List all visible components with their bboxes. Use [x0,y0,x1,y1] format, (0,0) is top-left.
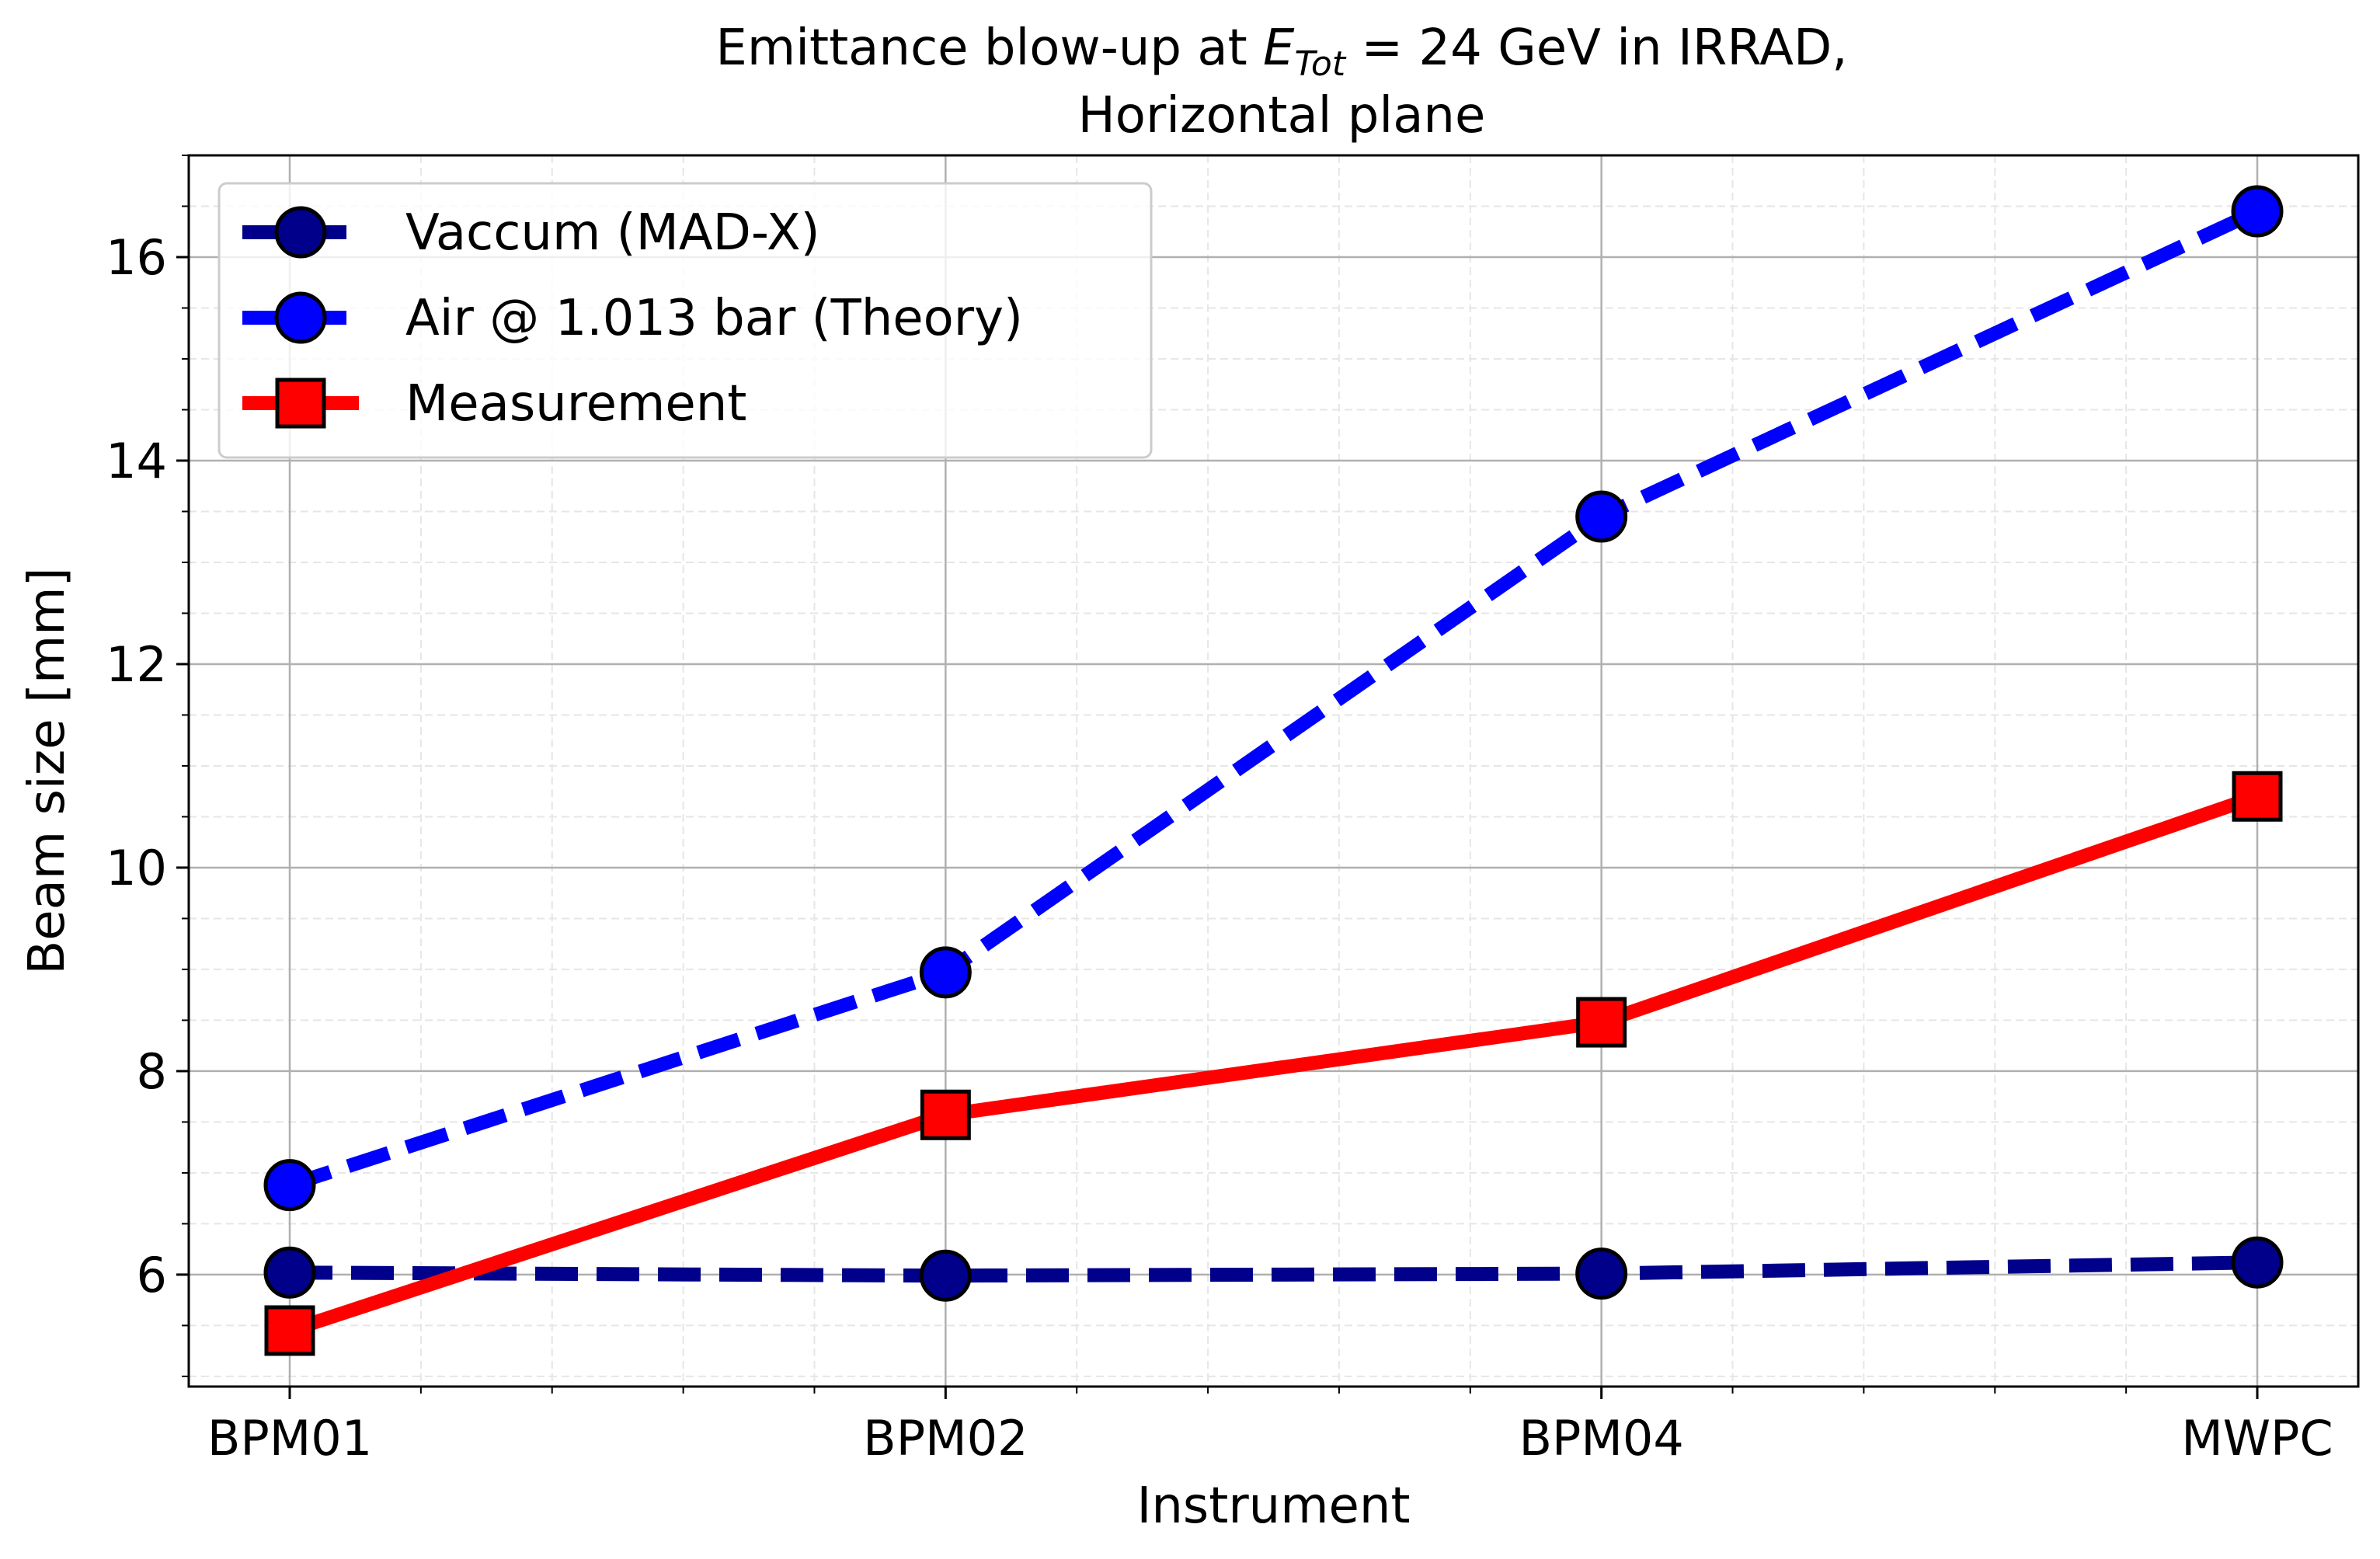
data-point-marker [263,1159,316,1212]
legend-label: Vaccum (MAD-X) [405,204,820,262]
data-point-marker [1576,997,1627,1048]
legend-label: Air @ 1.013 bar (Theory) [405,290,1023,347]
x-tick-label: BPM02 [863,1410,1028,1467]
legend-marker [274,206,327,259]
y-tick-label: 10 [106,840,167,896]
series-line-0 [289,1255,2258,1283]
legend-marker [275,378,326,429]
plot-area: 6 8 10 12 14 16 BPM01 BPM02 BPM04 MWPC [106,154,2360,1467]
grid [189,155,2358,1387]
y-tick-label: 8 [137,1043,167,1100]
data-point-marker [264,1305,315,1356]
x-tick-label: MWPC [2181,1410,2333,1467]
data-point-marker [920,1089,971,1140]
x-tick-label: BPM01 [207,1410,372,1467]
y-tick-label: 14 [106,433,167,489]
series-layer [263,185,2284,1356]
x-axis-label: Instrument [1136,1477,1410,1535]
data-point-marker [2232,771,2283,822]
data-point-marker [2231,185,2284,238]
y-tick-label: 12 [106,636,167,693]
data-point-marker [1575,490,1628,543]
chart-title: Emittance blow-up at ETot = 24 GeV in IR… [715,19,1847,84]
y-tick-label: 16 [106,229,167,286]
data-point-marker [919,946,972,999]
y-axis-label: Beam size [mm] [19,567,76,974]
y-tick-label: 6 [137,1247,167,1303]
series-line-2 [287,789,2260,1338]
legend-label: Measurement [405,375,746,433]
data-point-marker [2231,1236,2284,1289]
x-tick-label: BPM04 [1519,1410,1684,1467]
data-point-marker [263,1246,316,1299]
legend-marker [274,291,327,344]
legend: Vaccum (MAD-X) Air @ 1.013 bar (Theory) Me… [217,182,1153,459]
legend-frame [217,182,1153,459]
chart-subtitle: Horizontal plane [1078,87,1486,144]
axes-frame [187,154,2360,1388]
data-point-marker [919,1249,972,1302]
data-point-marker [1575,1248,1628,1300]
series-line-1 [287,204,2260,1192]
axis-ticks: 6 8 10 12 14 16 BPM01 BPM02 BPM04 MWPC [106,155,2333,1467]
